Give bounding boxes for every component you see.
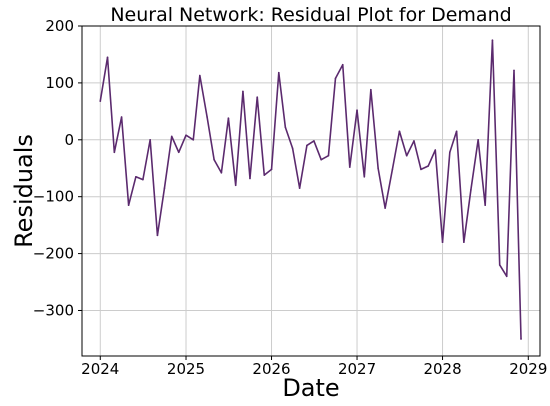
residual-point [441,241,444,244]
residual-point [163,187,166,189]
residual-point [142,178,144,181]
residual-point [391,168,394,171]
residual-point [284,126,287,129]
residual-point [213,158,215,161]
residual-point [341,63,344,66]
x-tick-label: 2028 [423,360,461,378]
residual-point [505,275,508,278]
residual-point [170,135,173,138]
x-tick-label: 2029 [509,360,547,378]
chart-title: Neural Network: Residual Plot for Demand [110,4,511,26]
residual-point [220,171,223,174]
residual-point [256,96,259,98]
x-tick-label: 2025 [167,360,205,378]
residual-point [356,109,358,112]
x-axis-label: Date [282,374,339,402]
residual-point [227,117,230,119]
x-tick-label: 2026 [252,360,290,378]
residual-point [242,90,244,93]
x-tick-label: 2027 [338,360,376,378]
residual-point [99,100,102,102]
y-tick-label: −100 [33,188,74,206]
residual-point [427,165,430,167]
y-tick-label: 0 [64,131,74,149]
residual-point [320,158,322,161]
residual-point [177,151,180,154]
y-tick-label: 200 [45,17,74,35]
residual-point [498,264,501,266]
residual-point [327,154,330,157]
residual-point [463,241,465,244]
residual-point [420,168,422,171]
y-axis-label: Residuals [10,134,38,248]
residual-point [298,187,301,189]
residual-point [306,144,308,147]
residual-point [398,130,401,133]
residual-point [449,151,451,154]
residual-point [106,56,109,59]
residual-point [206,116,208,118]
residual-point [185,134,187,137]
residual-point [277,71,280,74]
residual-point [384,207,386,209]
residual-point [377,167,379,170]
residual-point [113,151,116,154]
residual-point [127,204,130,207]
residual-point [291,147,294,150]
x-tick-label: 2024 [81,360,119,378]
residual-point [135,175,137,178]
residual-point [484,204,486,207]
residual-point [520,338,522,340]
y-tick-label: −300 [33,301,74,319]
residual-point [434,149,437,151]
residual-point [234,184,237,187]
residual-point [370,88,372,91]
residual-series-line [99,39,522,340]
residual-point [149,138,151,141]
residual-point [413,140,415,142]
residual-point [192,138,195,141]
residual-point [334,77,337,80]
series-layer [99,39,522,340]
y-tick-label: 100 [45,74,74,92]
residual-point [249,177,251,180]
residual-point [263,174,266,176]
residual-point [470,189,472,191]
residual-point [199,74,201,77]
residual-point [363,175,366,178]
residual-point [405,154,408,157]
residual-point [513,69,515,72]
residual-point [455,130,458,133]
plot-frame [81,25,541,357]
residual-point [348,166,351,168]
axis-ticks: 2024 2025 2026 2027 2028 2029 200 100 0 −100 −200 −… [33,17,548,378]
residual-point [491,39,494,42]
residual-point [270,168,273,171]
residual-point [313,140,315,142]
y-tick-label: −200 [33,245,74,263]
residual-point [156,234,159,237]
residual-point [120,116,123,118]
residual-point [477,138,479,141]
